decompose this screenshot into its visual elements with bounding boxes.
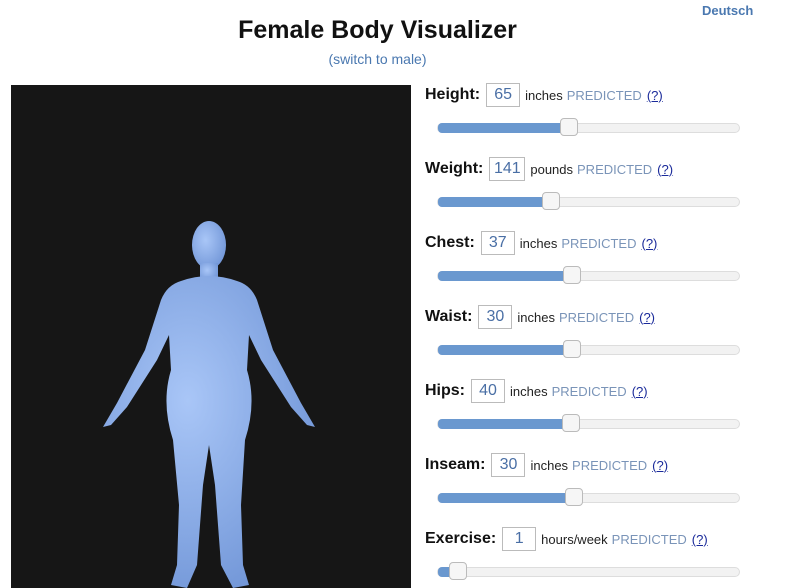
chest-slider-fill — [438, 271, 573, 281]
chest-help-link[interactable]: (?) — [641, 235, 658, 251]
height-slider-handle[interactable] — [560, 118, 579, 136]
height-help-link[interactable]: (?) — [646, 87, 663, 103]
weight-label: Weight: — [425, 160, 484, 177]
exercise-row: Exercise: 1 hours/week PREDICTED (?) — [425, 524, 708, 554]
height-label: Height: — [425, 86, 481, 103]
inseam-unit: inches — [530, 457, 569, 473]
waist-label: Waist: — [425, 308, 473, 325]
inseam-slider[interactable] — [437, 488, 740, 506]
inseam-row: Inseam: 30 inches PREDICTED (?) — [425, 450, 668, 480]
exercise-unit: hours/week — [541, 531, 608, 547]
inseam-status: PREDICTED — [572, 457, 648, 473]
inseam-input[interactable]: 30 — [491, 453, 526, 477]
height-row: Height: 65 inches PREDICTED (?) — [425, 80, 663, 110]
inseam-slider-handle[interactable] — [565, 488, 584, 506]
hips-input[interactable]: 40 — [471, 379, 505, 403]
hips-slider-fill — [438, 419, 572, 429]
exercise-slider-fill — [438, 567, 458, 577]
exercise-help-link[interactable]: (?) — [691, 531, 708, 547]
waist-row: Waist: 30 inches PREDICTED (?) — [425, 302, 655, 332]
chest-unit: inches — [519, 235, 558, 251]
height-unit: inches — [525, 87, 563, 103]
exercise-input[interactable]: 1 — [502, 527, 537, 551]
body-model — [103, 221, 315, 588]
hips-slider-handle[interactable] — [562, 414, 581, 432]
chest-slider[interactable] — [437, 266, 740, 284]
chest-slider-handle[interactable] — [563, 266, 582, 284]
exercise-slider[interactable] — [437, 562, 740, 580]
page-title: Female Body Visualizer — [238, 16, 517, 44]
height-input[interactable]: 65 — [486, 83, 521, 107]
waist-slider-fill — [438, 345, 573, 355]
chest-row: Chest: 37 inches PREDICTED (?) — [425, 228, 657, 258]
chest-label: Chest: — [425, 234, 475, 251]
chest-status: PREDICTED — [561, 235, 637, 251]
waist-status: PREDICTED — [558, 309, 635, 325]
exercise-status: PREDICTED — [611, 531, 687, 547]
waist-slider[interactable] — [437, 340, 740, 358]
weight-help-link[interactable]: (?) — [657, 161, 674, 177]
hips-help-link[interactable]: (?) — [631, 383, 648, 399]
hips-status: PREDICTED — [551, 383, 627, 399]
weight-status: PREDICTED — [577, 161, 653, 177]
weight-slider[interactable] — [437, 192, 740, 210]
waist-input[interactable]: 30 — [478, 305, 513, 329]
hips-label: Hips: — [425, 382, 465, 399]
weight-unit: pounds — [530, 161, 574, 177]
waist-help-link[interactable]: (?) — [639, 309, 655, 325]
weight-input[interactable]: 141 — [489, 157, 526, 181]
body-3d-viewer[interactable] — [11, 85, 411, 588]
exercise-label: Exercise: — [425, 530, 497, 547]
switch-gender-link[interactable]: (switch to male) — [328, 51, 427, 67]
height-slider[interactable] — [437, 118, 740, 136]
hips-row: Hips: 40 inches PREDICTED (?) — [425, 376, 648, 406]
waist-slider-handle[interactable] — [563, 340, 582, 358]
height-slider-fill — [438, 123, 570, 133]
inseam-label: Inseam: — [425, 456, 486, 473]
weight-slider-fill — [438, 197, 552, 207]
weight-slider-handle[interactable] — [542, 192, 561, 210]
inseam-help-link[interactable]: (?) — [652, 457, 669, 473]
language-link[interactable]: Deutsch — [702, 3, 754, 18]
height-status: PREDICTED — [566, 87, 642, 103]
inseam-slider-fill — [438, 493, 575, 503]
hips-unit: inches — [510, 383, 548, 399]
hips-slider[interactable] — [437, 414, 740, 432]
waist-unit: inches — [517, 309, 555, 325]
chest-input[interactable]: 37 — [480, 231, 515, 255]
weight-row: Weight: 141 pounds PREDICTED (?) — [425, 154, 673, 184]
exercise-slider-handle[interactable] — [448, 562, 467, 580]
